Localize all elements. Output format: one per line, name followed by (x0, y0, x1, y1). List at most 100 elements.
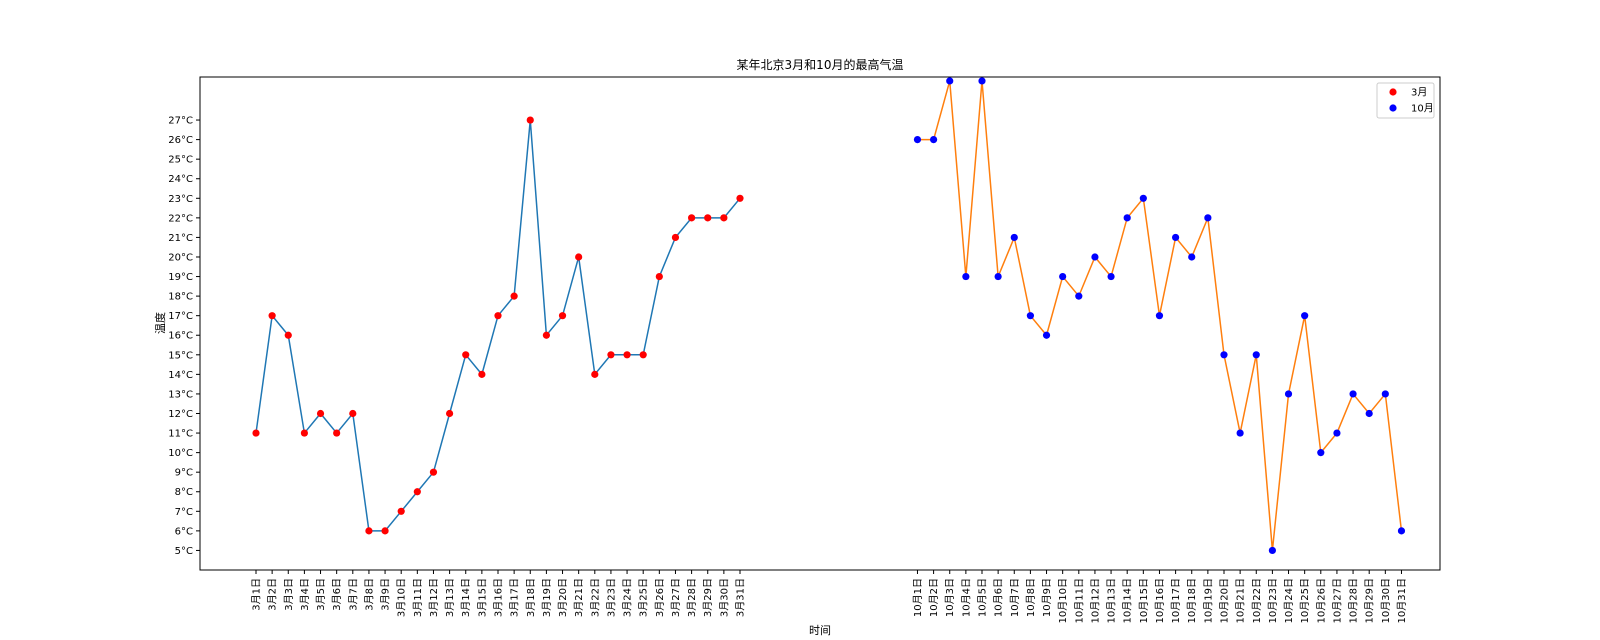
x-tick-label: 10月24日 (1283, 578, 1295, 623)
y-tick-label: 12°C (168, 409, 193, 420)
data-point (1123, 214, 1131, 222)
x-tick-label: 3月25日 (638, 578, 650, 617)
y-tick-label: 6°C (175, 526, 193, 537)
data-point (526, 116, 534, 124)
data-point (1284, 390, 1293, 398)
data-point (720, 214, 728, 222)
data-point (349, 409, 357, 418)
series-layer (252, 77, 1406, 555)
data-point (1317, 449, 1325, 457)
x-tick-label: 3月19日 (541, 578, 553, 617)
data-point (300, 429, 308, 437)
x-tick-label: 10月20日 (1218, 578, 1230, 623)
data-point (978, 77, 986, 85)
y-tick-label: 8°C (175, 487, 193, 498)
x-tick-label: 10月19日 (1202, 578, 1214, 623)
x-tick-label: 10月12日 (1089, 578, 1101, 623)
data-point (1091, 253, 1099, 261)
x-tick-label: 10月11日 (1073, 578, 1085, 623)
x-tick-label: 10月15日 (1138, 578, 1150, 623)
x-tick-label: 3月18日 (525, 578, 537, 617)
x-tick-label: 10月28日 (1348, 578, 1360, 623)
data-point (1268, 546, 1276, 555)
data-point (542, 331, 550, 339)
data-point (1059, 272, 1067, 281)
x-tick-label: 3月14日 (460, 578, 472, 617)
y-tick-label: 26°C (168, 135, 193, 146)
x-tick-label: 3月10日 (396, 578, 408, 617)
x-tick-label: 10月17日 (1170, 578, 1182, 623)
x-tick-label: 3月7日 (347, 578, 359, 611)
data-point (462, 351, 470, 359)
x-tick-label: 3月21日 (573, 578, 585, 617)
data-point (333, 429, 341, 437)
data-point (671, 233, 680, 242)
x-tick-label: 3月16日 (492, 578, 504, 617)
y-tick-label: 9°C (175, 468, 193, 479)
x-tick-label: 10月13日 (1106, 578, 1118, 623)
x-tick-label: 3月1日 (251, 578, 263, 611)
data-point (1349, 390, 1357, 398)
data-point (962, 272, 970, 281)
x-tick-label: 3月12日 (428, 578, 440, 617)
data-point (946, 77, 954, 85)
x-tick-label: 10月31日 (1396, 578, 1408, 623)
x-tick-label: 3月6日 (331, 578, 343, 611)
x-tick-label: 10月16日 (1154, 578, 1166, 623)
data-point (252, 429, 260, 437)
y-tick-label: 7°C (175, 507, 193, 518)
data-point (284, 331, 292, 339)
x-tick-label: 10月6日 (993, 578, 1005, 617)
y-tick-label: 22°C (168, 213, 193, 224)
x-tick-label: 10月18日 (1186, 578, 1198, 623)
data-point (913, 136, 922, 144)
x-tick-label: 3月4日 (299, 578, 311, 611)
y-tick-label: 13°C (168, 389, 193, 400)
x-tick-label: 3月26日 (654, 578, 666, 617)
data-point (929, 136, 938, 144)
data-point (381, 527, 389, 535)
x-tick-label: 10月26日 (1315, 578, 1327, 623)
x-tick-label: 3月13日 (444, 578, 456, 617)
data-point (655, 272, 663, 281)
data-point (591, 370, 599, 378)
series-line-1 (255, 119, 741, 532)
x-tick-label: 10月2日 (928, 578, 940, 617)
x-tick-label: 3月15日 (476, 578, 488, 617)
data-point (1026, 312, 1034, 320)
data-point (1204, 214, 1212, 222)
y-tick-label: 18°C (168, 292, 193, 303)
data-point (268, 312, 276, 320)
x-tick-label: 10月1日 (912, 578, 924, 617)
x-tick-label: 10月27日 (1331, 578, 1343, 623)
data-point (1397, 527, 1406, 535)
data-point (1107, 272, 1115, 281)
data-point (575, 253, 583, 261)
y-tick-label: 21°C (168, 233, 193, 244)
x-tick-label: 3月28日 (686, 578, 698, 617)
y-tick-label: 19°C (168, 272, 193, 283)
y-tick-label: 23°C (168, 194, 193, 205)
x-tick-label: 10月25日 (1299, 578, 1311, 623)
data-point (1171, 233, 1180, 242)
data-point (1252, 351, 1260, 359)
y-axis: 5°C 6°C 7°C 8°C 9°C 10°C 11°C 12°C 13°C 14°C 15°C 1… (168, 116, 200, 557)
x-tick-label: 3月3日 (283, 578, 295, 611)
chart-title: 某年北京3月和10月的最高气温 (737, 57, 904, 72)
data-point (1188, 253, 1196, 261)
legend-marker (1389, 104, 1397, 112)
legend-label: 10月 (1411, 103, 1434, 115)
x-tick-label: 10月10日 (1057, 578, 1069, 623)
y-tick-label: 10°C (168, 448, 193, 459)
data-point (1042, 331, 1051, 339)
x-tick-label: 10月23日 (1267, 578, 1279, 623)
data-point (1333, 429, 1341, 437)
x-tick-label: 10月29日 (1364, 578, 1376, 623)
x-tick-label: 10月9日 (1041, 578, 1053, 617)
data-point (704, 214, 712, 222)
data-point (1010, 233, 1018, 242)
x-tick-label: 10月4日 (960, 578, 972, 617)
x-tick-label: 3月11日 (412, 578, 424, 617)
